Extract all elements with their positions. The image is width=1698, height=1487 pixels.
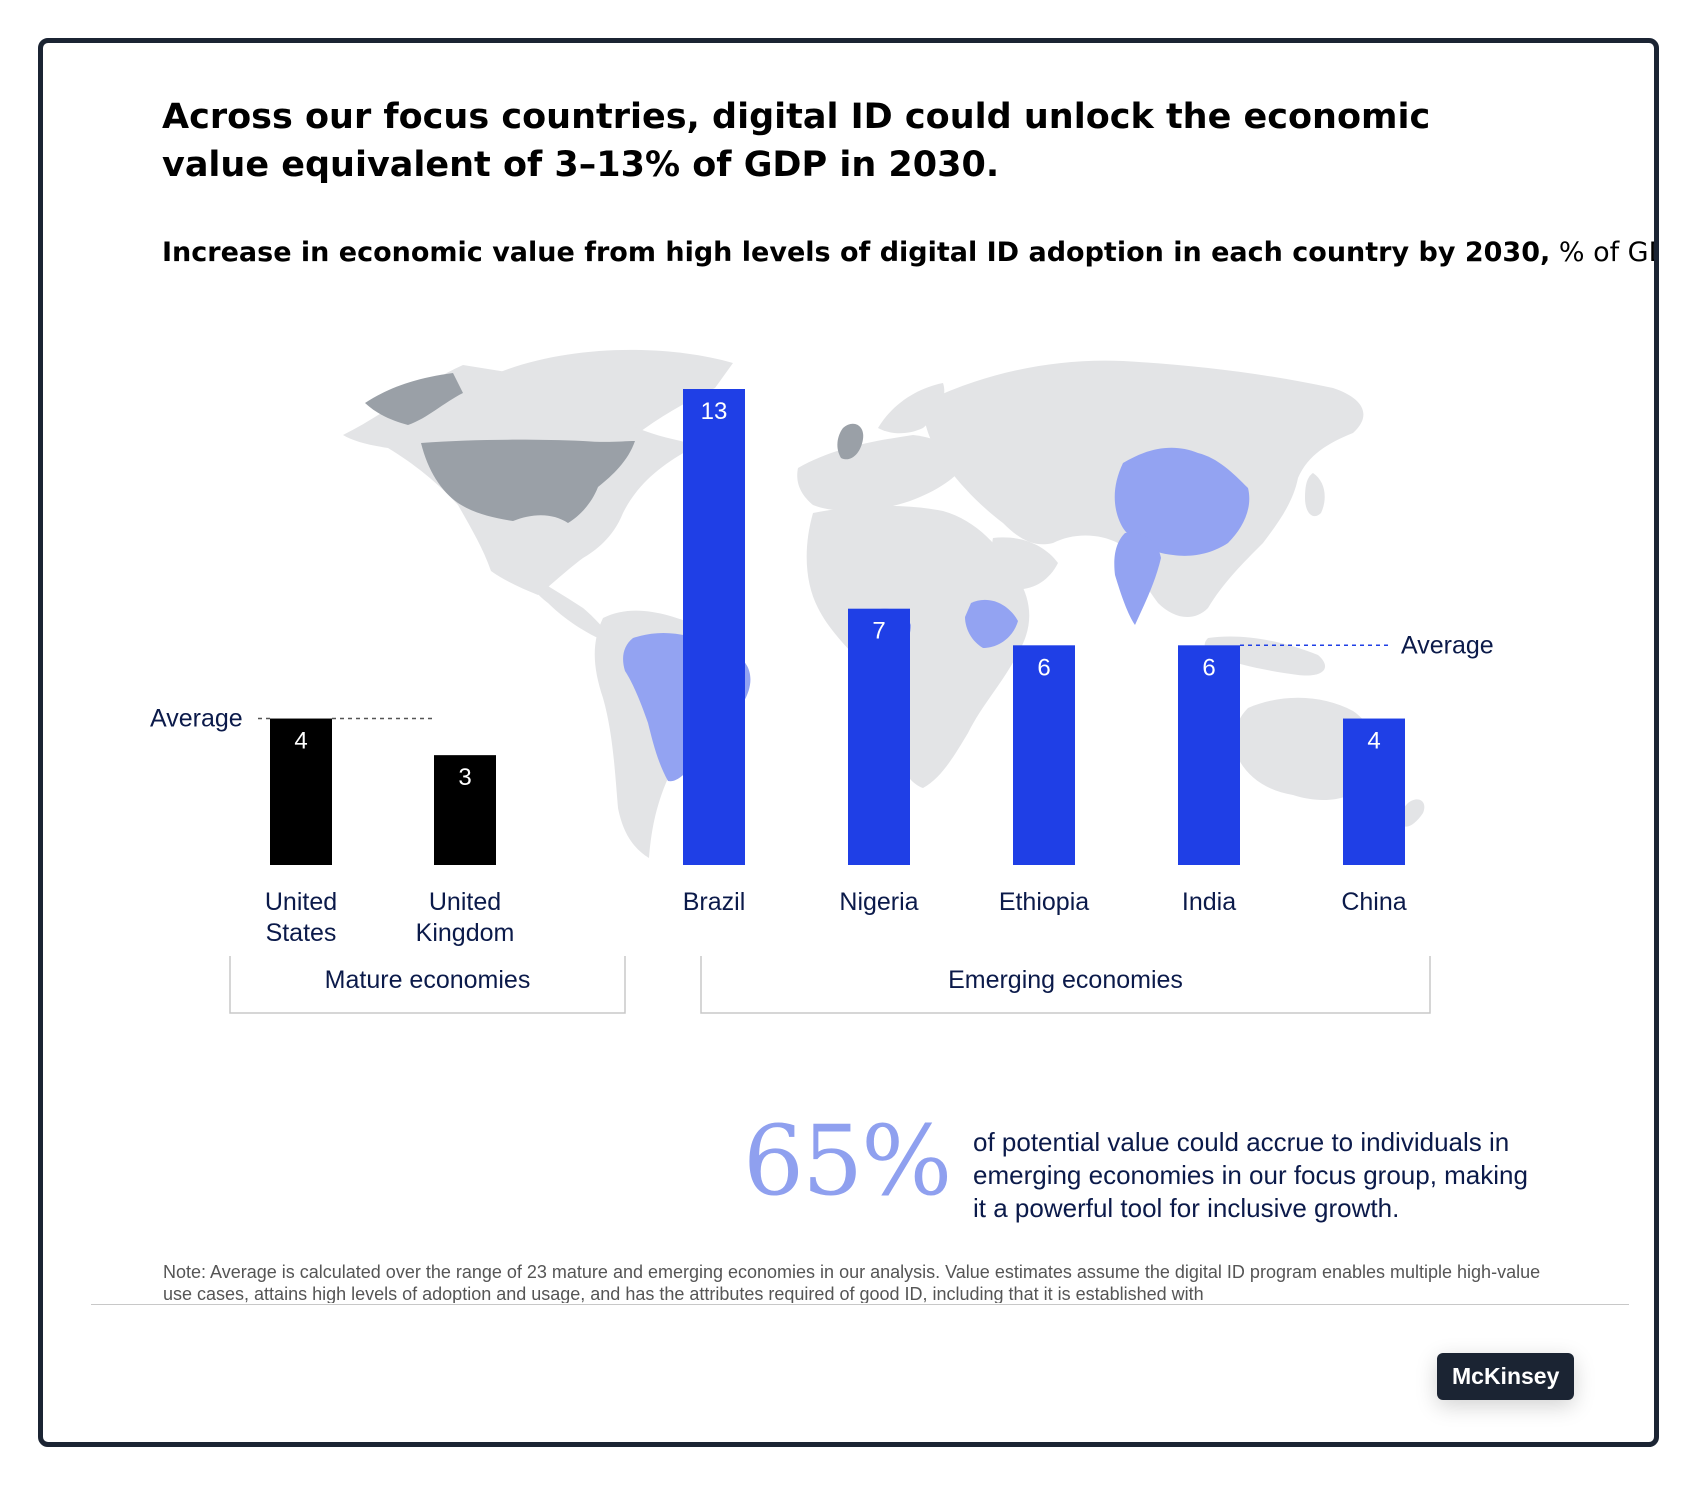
group-label-mature-economies: Mature economies: [325, 966, 531, 994]
average-lines: Average Average: [150, 631, 1494, 732]
bar-value-united-kingdom: 3: [458, 764, 471, 791]
category-label-line: Nigeria: [839, 888, 918, 916]
map-new-zealand: [1400, 799, 1425, 827]
map-alaska: [365, 373, 463, 425]
category-label-line: United: [265, 888, 337, 916]
map-china: [1114, 447, 1250, 556]
map-greenland: [493, 349, 733, 441]
subtitle-unit: % of GDP: [1558, 237, 1654, 268]
category-label-line: Ethiopia: [999, 888, 1089, 916]
brand-badge[interactable]: McKinsey: [1437, 1353, 1575, 1400]
bar-united-kingdom: [434, 755, 496, 865]
bar-china: [1343, 718, 1405, 865]
bar-brazil: [683, 389, 745, 865]
chart-title: Across our focus countries, digital ID c…: [162, 97, 1431, 185]
average-label-emerging: Average: [1401, 631, 1494, 659]
bar-nigeria: [848, 608, 910, 865]
bar-value-united-states: 4: [294, 728, 307, 755]
category-label-line: Brazil: [683, 888, 746, 916]
callout-text: of potential value could accrue to indiv…: [973, 1127, 1528, 1223]
map-united-states: [421, 439, 635, 523]
category-label-united-kingdom: United Kingdom: [416, 888, 515, 947]
map-arabia: [991, 537, 1058, 590]
category-label-line: States: [266, 919, 337, 947]
chart-subtitle: Increase in economic value from high lev…: [162, 237, 1654, 268]
category-label-nigeria: Nigeria: [839, 888, 918, 916]
category-label-china: China: [1341, 888, 1406, 916]
group-brackets: Mature economies Emerging economies: [229, 956, 1431, 1014]
group-label-emerging-economies: Emerging economies: [948, 966, 1183, 994]
group-bracket-mature-economies: [229, 956, 626, 1014]
footer-divider: [91, 1304, 1629, 1305]
category-label-united-states: United States: [265, 888, 337, 947]
category-label-ethiopia: Ethiopia: [999, 888, 1089, 916]
bar-value-china: 4: [1367, 728, 1380, 755]
bar-india: [1178, 645, 1240, 865]
bar-value-india: 6: [1202, 654, 1215, 681]
category-labels: United States United Kingdom Brazil Nigeria Et…: [265, 888, 1407, 947]
card-frame: Across our focus countries, digital ID c…: [38, 38, 1659, 1447]
category-label-line: China: [1341, 888, 1406, 916]
category-label-brazil: Brazil: [683, 888, 746, 916]
category-label-line: United: [429, 888, 501, 916]
category-label-line: Kingdom: [416, 919, 515, 947]
bar-ethiopia: [1013, 645, 1075, 865]
map-africa: [806, 505, 1030, 788]
world-map: [343, 349, 1425, 858]
bar-united-states: [270, 718, 332, 865]
bar-value-nigeria: 7: [872, 618, 885, 645]
map-japan: [1305, 473, 1325, 517]
bar-value-labels: 4 3 13 7 6 6 4: [294, 398, 1380, 791]
map-ethiopia: [965, 599, 1018, 648]
map-central-america: [523, 571, 608, 638]
map-united-kingdom: [837, 423, 864, 460]
callout-value: 65%: [743, 1105, 952, 1217]
category-label-line: India: [1182, 888, 1236, 916]
map-europe: [797, 435, 959, 511]
bar-value-brazil: 13: [701, 398, 728, 425]
bar-value-ethiopia: 6: [1037, 654, 1050, 681]
group-bracket-emerging-economies: [700, 956, 1431, 1014]
average-label-mature: Average: [150, 705, 243, 733]
bars: [270, 389, 1405, 865]
map-australia: [1234, 697, 1377, 800]
footnote: Note: Average is calculated over the ran…: [163, 1262, 1541, 1303]
map-india: [1114, 532, 1161, 625]
category-label-india: India: [1182, 888, 1236, 916]
subtitle-main: Increase in economic value from high lev…: [162, 237, 1551, 268]
